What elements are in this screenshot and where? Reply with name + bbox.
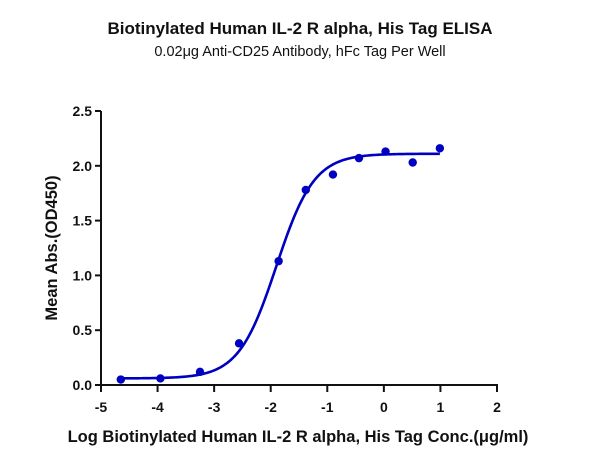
x-tick-label: 1 [437, 399, 445, 415]
x-tick-label: -4 [151, 399, 164, 415]
data-point [301, 185, 310, 195]
data-point [354, 153, 364, 163]
data-point [156, 374, 165, 383]
y-tick-label: 1.5 [73, 213, 93, 229]
x-tick-label: 0 [380, 399, 388, 415]
data-point [328, 170, 338, 179]
x-tick-label: -1 [321, 399, 334, 415]
data-point [381, 147, 390, 156]
y-tick-label: 2.0 [73, 158, 93, 174]
x-axis-label: Log Biotinylated Human IL-2 R alpha, His… [68, 428, 529, 446]
data-point [116, 375, 126, 384]
chart-title: Biotinylated Human IL-2 R alpha, His Tag… [107, 19, 493, 38]
x-tick-label: -2 [264, 399, 277, 415]
data-point [234, 339, 244, 348]
chart-subtitle: 0.02μg Anti-CD25 Antibody, hFc Tag Per W… [154, 44, 446, 60]
data-point [408, 158, 417, 167]
data-point [435, 144, 445, 153]
y-tick-label: 0.0 [73, 377, 93, 393]
data-point [195, 367, 205, 377]
data-points [116, 144, 445, 384]
data-point [274, 256, 283, 266]
x-tick-label: 2 [493, 399, 501, 415]
axes: 0.0 0.5 1.0 1.5 2.0 2.5 -5 -4 -3 -2 -1 0 1 2 [73, 103, 502, 415]
y-tick-label: 1.0 [73, 267, 93, 283]
fit-curve [120, 152, 440, 380]
x-tick-label: -5 [95, 399, 108, 415]
y-tick-label: 2.5 [73, 103, 93, 119]
y-tick-label: 0.5 [73, 322, 93, 338]
y-axis-label: Mean Abs.(OD450) [43, 175, 61, 320]
x-tick-label: -3 [208, 399, 221, 415]
